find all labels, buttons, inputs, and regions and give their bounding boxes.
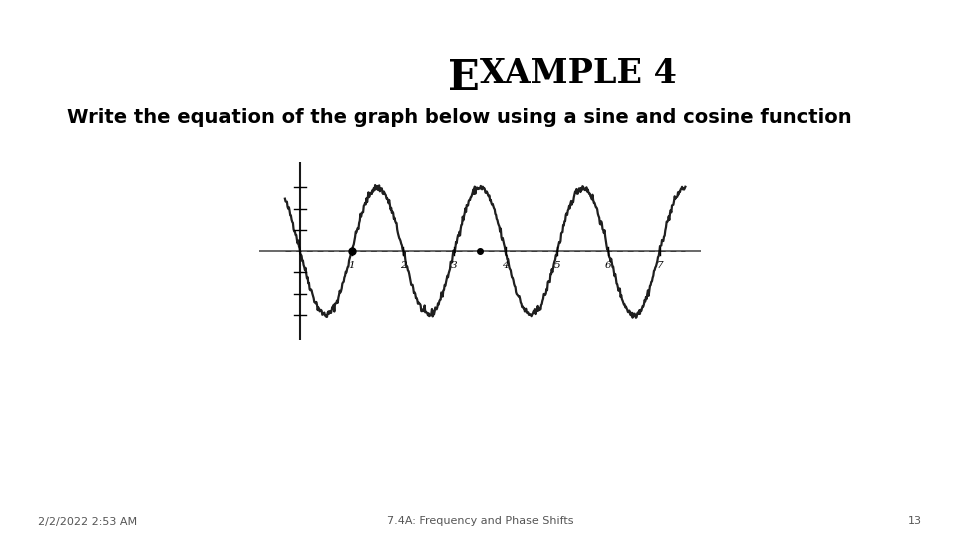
Text: 5: 5 — [554, 261, 561, 269]
Text: 3: 3 — [451, 261, 458, 269]
Text: 7.4A: Frequency and Phase Shifts: 7.4A: Frequency and Phase Shifts — [387, 516, 573, 526]
Text: 7: 7 — [657, 261, 663, 269]
Text: $y = 3\cos\pi\,(x - 1.5)$: $y = 3\cos\pi\,(x - 1.5)$ — [362, 437, 569, 461]
Text: 1: 1 — [348, 261, 355, 269]
Text: 4: 4 — [502, 261, 509, 269]
Text: 2/2/2022 2:53 AM: 2/2/2022 2:53 AM — [38, 516, 137, 526]
Text: 2: 2 — [399, 261, 406, 269]
Text: 13: 13 — [907, 516, 922, 526]
Text: E: E — [448, 57, 480, 99]
Text: Write the equation of the graph below using a sine and cosine function: Write the equation of the graph below us… — [67, 108, 852, 127]
Text: 6: 6 — [605, 261, 612, 269]
Text: $y = 3\sin\pi\,(x - 1)$: $y = 3\sin\pi\,(x - 1)$ — [375, 374, 556, 397]
Text: XAMPLE 4: XAMPLE 4 — [480, 57, 677, 90]
